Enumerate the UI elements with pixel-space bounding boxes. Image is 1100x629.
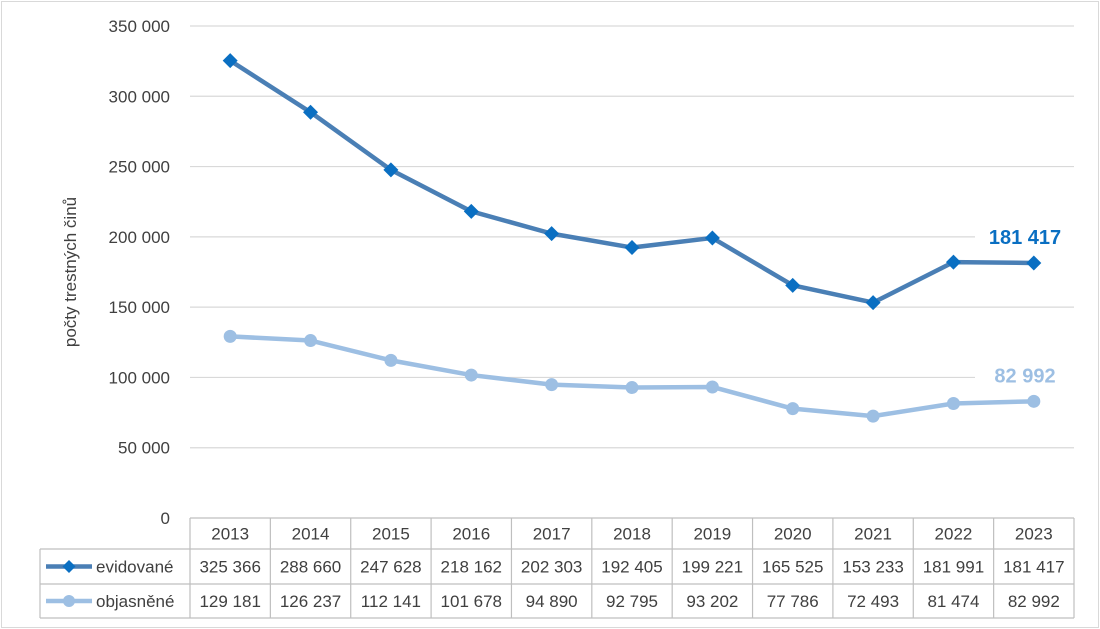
- data-table-value: 192 405: [601, 558, 662, 577]
- data-point: [222, 53, 238, 69]
- end-label: 82 992: [994, 365, 1055, 387]
- x-tick-label: 2019: [693, 525, 731, 544]
- data-table-value: 247 628: [360, 558, 421, 577]
- y-tick-label: 0: [161, 509, 170, 528]
- y-tick-label: 150 000: [109, 298, 170, 317]
- data-table-value: 112 141: [361, 592, 421, 611]
- data-table-value: 288 660: [280, 558, 341, 577]
- data-point: [464, 368, 478, 382]
- data-table-value: 101 678: [441, 592, 502, 611]
- series-line: [227, 58, 1037, 305]
- series-evidované: 181 417 evidované 325 366 288 660 247 628 218…: [46, 53, 1075, 577]
- x-tick-label: 2023: [1015, 525, 1053, 544]
- data-point: [625, 381, 639, 395]
- data-point: [1027, 394, 1041, 408]
- data-table-value: 325 366: [199, 558, 260, 577]
- data-table-value: 218 162: [441, 558, 502, 577]
- data-table-value: 199 221: [682, 558, 743, 577]
- x-tick-label: 2016: [452, 525, 490, 544]
- x-tick-label: 2022: [935, 525, 973, 544]
- y-tick-label: 50 000: [118, 439, 170, 458]
- data-table-value: 77 786: [767, 592, 819, 611]
- data-point: [624, 240, 640, 256]
- x-tick-label: 2021: [854, 525, 892, 544]
- legend-marker: [62, 560, 76, 573]
- data-table-value: 72 493: [847, 592, 899, 611]
- x-tick-label: 2018: [613, 525, 651, 544]
- end-label-bg: [975, 223, 1075, 250]
- data-point: [866, 409, 880, 423]
- data-point: [544, 226, 560, 242]
- data-point: [1026, 255, 1042, 271]
- x-tick-label: 2017: [533, 525, 571, 544]
- data-table-value: 181 991: [923, 558, 984, 577]
- data-point: [384, 353, 398, 367]
- legend-label: evidované: [96, 558, 174, 577]
- data-point: [383, 162, 399, 178]
- x-tick-label: 2015: [372, 525, 410, 544]
- x-tick-label: 2013: [211, 525, 249, 544]
- data-table-value: 81 474: [927, 592, 979, 611]
- data-point: [785, 277, 801, 293]
- data-table-value: 82 992: [1008, 592, 1060, 611]
- end-label-bg: [975, 362, 1075, 389]
- data-table-value: 126 237: [280, 592, 341, 611]
- data-table-value: 92 795: [606, 592, 658, 611]
- data-table-value: 94 890: [526, 592, 578, 611]
- y-tick-label: 350 000: [109, 17, 170, 36]
- data-point: [945, 254, 961, 270]
- data-point: [304, 334, 318, 348]
- data-point: [705, 380, 719, 394]
- data-table-value: 93 202: [686, 592, 738, 611]
- data-point: [946, 396, 960, 410]
- x-tick-label: 2014: [292, 525, 330, 544]
- data-table-value: 165 525: [762, 558, 823, 577]
- series-objasněné: 82 992 objasněné 129 181 126 237 112 141 101 …: [46, 329, 1075, 611]
- data-point: [223, 329, 237, 343]
- data-table-value: 153 233: [842, 558, 903, 577]
- y-tick-label: 250 000: [109, 158, 170, 177]
- end-label: 181 417: [989, 227, 1061, 249]
- data-point: [704, 230, 720, 246]
- data-point: [786, 402, 800, 416]
- legend-label: objasněné: [96, 592, 174, 611]
- y-tick-label: 300 000: [109, 87, 170, 106]
- data-table-value: 129 181: [199, 592, 260, 611]
- data-point: [463, 203, 479, 219]
- data-table-value: 181 417: [1003, 558, 1064, 577]
- data-point: [865, 295, 881, 311]
- y-tick-label: 200 000: [109, 228, 170, 247]
- legend-marker: [63, 595, 75, 607]
- series-line: [227, 334, 1037, 419]
- data-table-value: 202 303: [521, 558, 582, 577]
- y-axis-label: počty trestných činů: [61, 197, 80, 347]
- data-point: [545, 378, 559, 392]
- x-tick-label: 2020: [774, 525, 812, 544]
- data-point: [303, 104, 319, 120]
- y-tick-label: 100 000: [109, 368, 170, 387]
